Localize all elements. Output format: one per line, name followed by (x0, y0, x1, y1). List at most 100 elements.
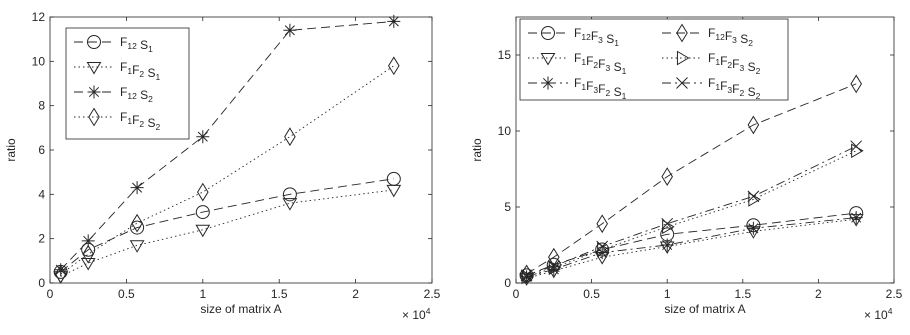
data-point (596, 240, 609, 253)
series-line (526, 218, 857, 279)
data-point (661, 167, 673, 187)
data-point (388, 56, 400, 76)
series-1-3 (54, 14, 401, 277)
data-point (129, 240, 145, 253)
data-point (547, 262, 561, 276)
y-tick-label: 12 (32, 10, 46, 24)
data-point (82, 244, 94, 264)
data-point (387, 14, 401, 28)
series-line (60, 178, 394, 273)
series-2-1 (519, 206, 864, 283)
y-axis-label: ratio (470, 138, 484, 162)
data-point (284, 127, 296, 147)
legend-marker (87, 85, 101, 99)
data-point (520, 269, 533, 282)
y-tick-label: 0 (504, 276, 511, 290)
legend-entry-label: F1F2 S1 (120, 60, 161, 82)
y-axis-label: ratio (4, 138, 18, 162)
legend-entry-label: F12F3 S2 (708, 26, 753, 48)
data-point (662, 219, 675, 235)
data-point (195, 205, 210, 220)
data-point (131, 213, 143, 233)
x-axis-label: size of matrix A (200, 302, 281, 316)
axes-box (515, 16, 895, 284)
legend-marker (88, 107, 100, 127)
legend-marker (676, 23, 688, 43)
x-multiplier: × 104 (402, 306, 431, 322)
series-2-4 (521, 143, 864, 285)
data-point (81, 234, 95, 248)
chart-left: 0 0.5 1 1.5 2 2.5 0 2 4 6 8 10 12 size of matrix A rat… (4, 10, 441, 322)
legend: F12 S1 F1F2 S1 F12 S2 F1F2 S2 (65, 27, 190, 140)
x-tick-label: 0.5 (583, 287, 600, 301)
x-tick-label: 2 (352, 287, 359, 301)
series-2-5 (520, 211, 863, 284)
data-point (596, 214, 608, 234)
data-point (747, 190, 760, 203)
data-point (386, 184, 402, 198)
series-line (60, 20, 394, 271)
x-tick-label: 1.5 (271, 287, 288, 301)
legend-box (519, 18, 789, 101)
data-point (282, 198, 298, 211)
data-point (282, 187, 297, 202)
data-point (547, 260, 560, 273)
legend-entry-label: F12 S1 (120, 35, 153, 54)
y-tick-label: 2 (38, 232, 45, 246)
series-line (526, 145, 857, 276)
x-tick-label: 0 (47, 287, 54, 301)
x-tick-label: 0 (513, 287, 520, 301)
legend-box (65, 27, 190, 140)
legend-entry-label: F1F2 S2 (120, 110, 161, 132)
data-point (850, 140, 863, 153)
legend-marker (676, 77, 688, 89)
series-line (526, 212, 857, 276)
data-point (660, 238, 674, 252)
legend-entry-label: F12F3 S1 (574, 26, 619, 48)
series-2-3 (519, 214, 864, 286)
x-tick-label: 0.5 (118, 287, 135, 301)
x-axis-label: size of matrix A (664, 302, 745, 316)
y-tick-label: 5 (504, 200, 511, 214)
series-line (60, 65, 395, 275)
data-point (661, 217, 674, 230)
data-point (520, 270, 534, 284)
x-tick-label: 1 (199, 287, 206, 301)
series-2-2 (520, 74, 862, 284)
series-1-2 (53, 184, 402, 284)
data-point (196, 130, 210, 144)
series-2-6 (520, 140, 863, 282)
data-point (283, 23, 297, 37)
series-line (526, 83, 857, 275)
x-tick-label: 2.5 (424, 287, 441, 301)
data-point (195, 224, 211, 238)
data-point (849, 211, 863, 225)
data-point (54, 264, 67, 284)
legend-marker (676, 50, 690, 66)
data-point (130, 181, 144, 195)
data-point (54, 263, 68, 277)
y-tick-label: 4 (38, 187, 45, 201)
legend-marker (86, 61, 102, 75)
data-point (130, 220, 145, 235)
legend-entry-label: F1F3F2 S2 (708, 76, 761, 101)
data-point (746, 221, 760, 235)
y-tick-label: 6 (38, 143, 45, 157)
data-point (747, 115, 760, 135)
legend-entry-label: F12 S2 (120, 85, 153, 104)
legend-marker (541, 26, 555, 40)
y-tick-label: 0 (38, 276, 45, 290)
chart-right: 0 0.5 1 1.5 2 2.5 0 5 10 15 size of matrix A ratio ×… (470, 16, 903, 322)
data-point (80, 258, 96, 271)
legend-entry-label: F1F3F2 S1 (574, 76, 627, 101)
legend-entry-label: F1F2F3 S1 (574, 51, 627, 76)
y-tick-label: 15 (498, 48, 512, 62)
series-line (526, 217, 857, 278)
series-1-1 (53, 171, 401, 279)
x-tick-label: 2 (815, 287, 822, 301)
data-point (850, 74, 862, 94)
y-tick-label: 8 (38, 99, 45, 113)
x-tick-label: 2.5 (886, 287, 903, 301)
